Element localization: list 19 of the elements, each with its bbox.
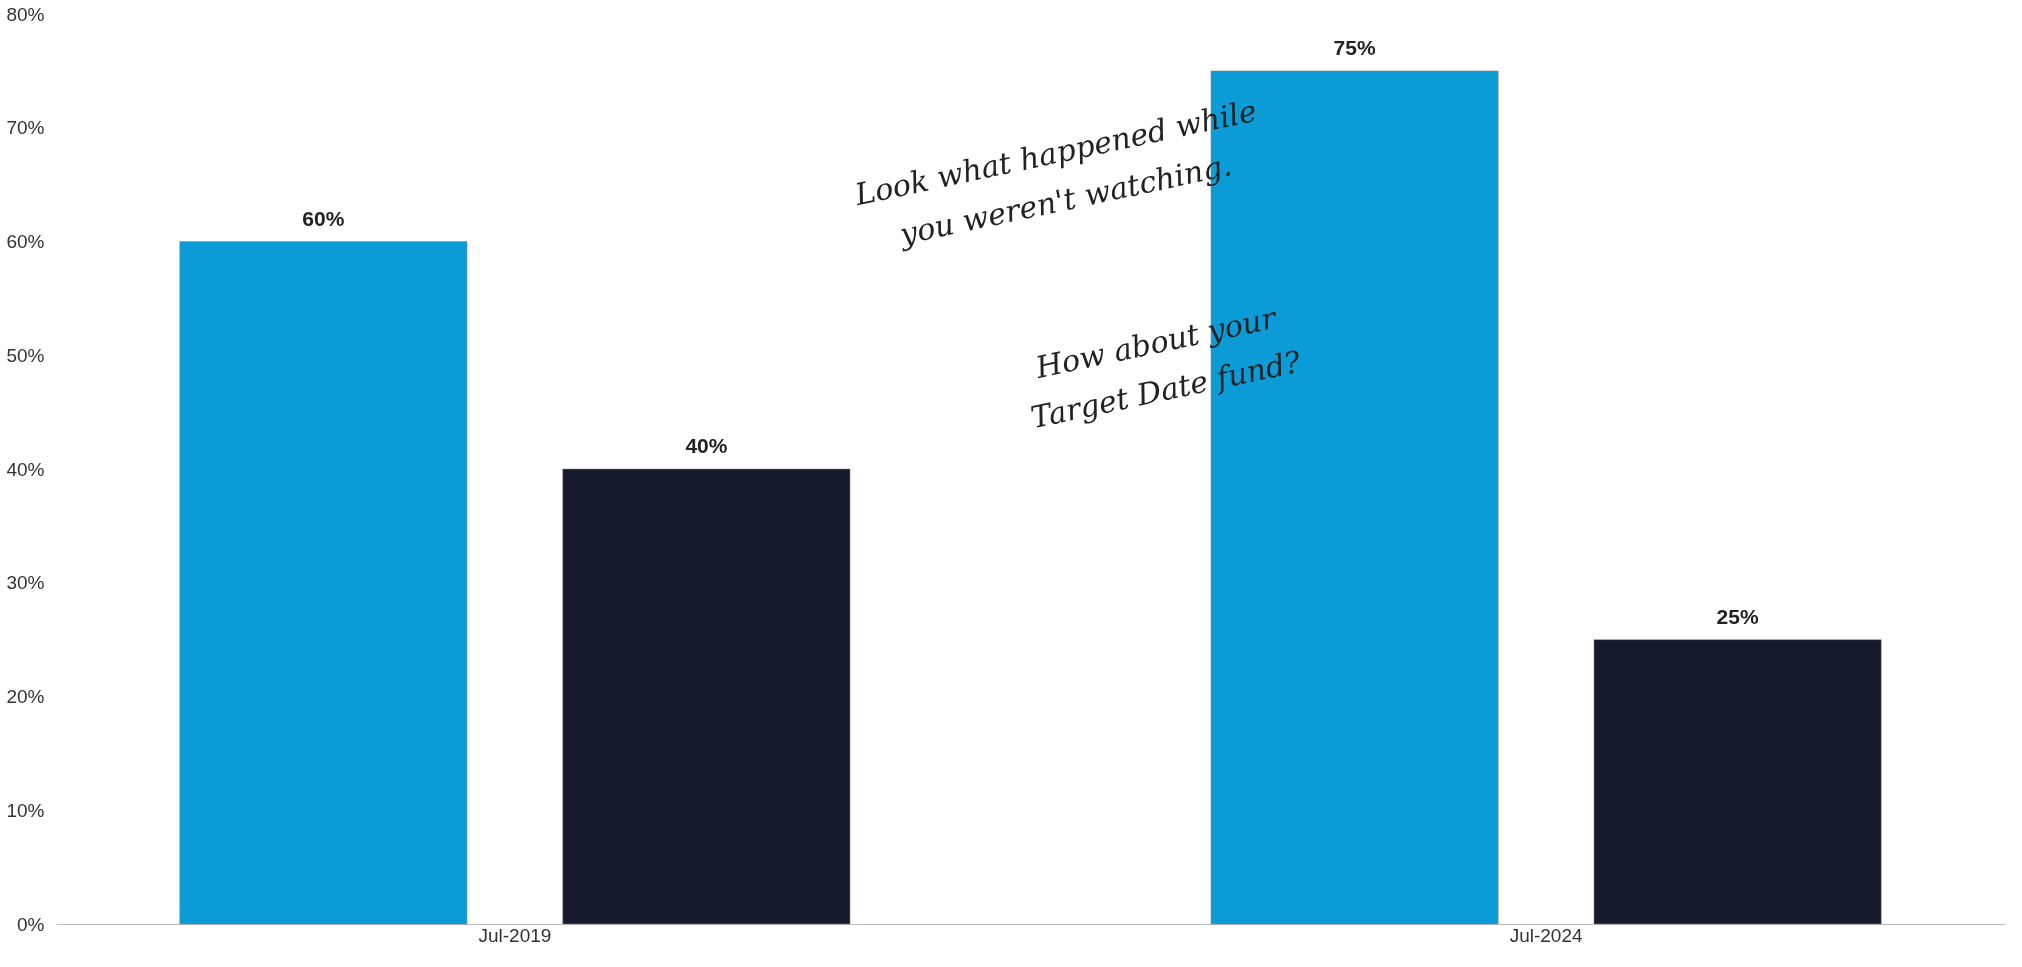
y-tick-label: 30% [6,572,45,594]
y-tick-label: 20% [6,686,45,707]
y-tick-label: 70% [6,117,45,139]
bar [562,468,851,925]
y-tick-label: 40% [6,458,45,480]
data-label: 75% [1333,35,1376,59]
data-label: 25% [1716,604,1759,628]
x-tick-label: Jul-2019 [478,924,552,946]
annotation: How about your Target Date fund? [1027,299,1305,436]
y-tick-label: 50% [6,344,45,366]
data-label: 40% [685,434,728,457]
y-tick-label: 0% [17,913,45,935]
y-tick-label: 80% [6,3,45,25]
y-tick-label: 10% [6,799,45,821]
data-label: 60% [302,206,345,230]
y-tick-label: 60% [6,231,45,252]
bar [179,241,468,925]
x-tick-label: Jul-2024 [1509,924,1583,946]
bar [1593,639,1882,925]
